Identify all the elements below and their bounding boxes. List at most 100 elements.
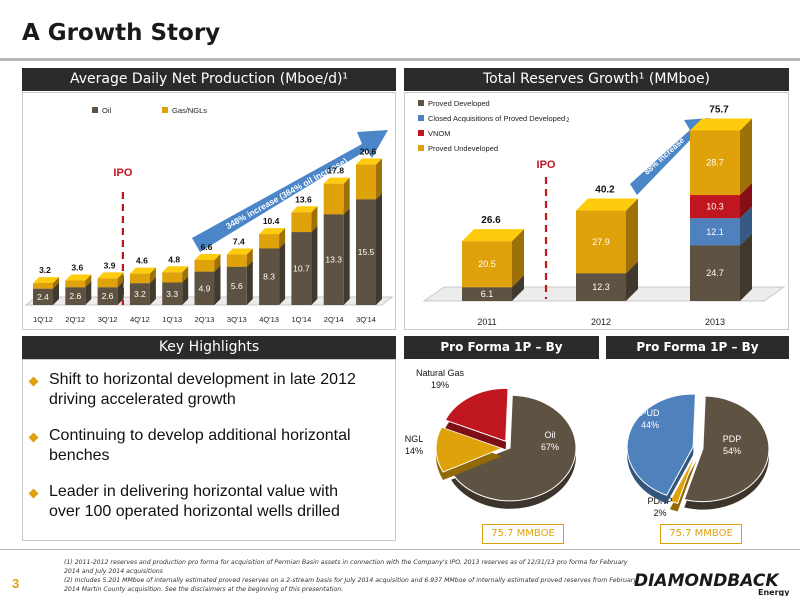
category-total-badge: 75.7 MMBOE (660, 524, 742, 544)
gas-bar-side (343, 177, 350, 215)
category-pie-chart: PDP 54% PDNP 2% PUD 44% (626, 393, 770, 518)
reserve-segment-side (740, 183, 752, 219)
gas-bar-side (117, 272, 124, 288)
oil-value-label: 3.3 (166, 289, 178, 299)
reserve-segment-side (512, 275, 524, 301)
segment-value-label: 10.3 (706, 202, 724, 212)
total-value-label: 6.6 (201, 242, 213, 252)
x-tick-label: 1Q'12 (33, 315, 53, 324)
footer-divider (0, 549, 800, 550)
gas-bar (291, 212, 312, 233)
oil-bar-side (246, 260, 253, 305)
reserve-segment (690, 245, 740, 301)
production-chart: IPO 348% increase (384% oil increase)2.43… (24, 106, 394, 324)
pie-slice-label: Oil (545, 430, 556, 440)
oil-bar-side (85, 281, 92, 305)
highlights-list: Shift to horizontal development in late … (28, 370, 360, 538)
oil-value-label: 15.5 (358, 247, 375, 257)
highlight-text: Shift to horizontal development in late … (49, 371, 356, 408)
reserve-segment-top (576, 198, 638, 211)
segment-value-label: 27.9 (592, 237, 610, 247)
gas-bar-side (279, 228, 286, 249)
oil-bar (323, 214, 344, 305)
oil-bar-side (214, 265, 221, 305)
commodity-pie-chart: Oil 67% NGL 14% Natural Gas 19% (405, 368, 577, 509)
total-value-label: 26.6 (481, 215, 501, 226)
total-value-label: 40.2 (595, 185, 615, 196)
commodity-header: Pro Forma 1P – By Commodity² (404, 336, 599, 377)
footnotes: (1) 2011-2012 reserves and production pr… (64, 558, 644, 594)
legend-label-oil: Oil (102, 106, 112, 115)
segment-value-label: 20.5 (478, 259, 496, 269)
reserve-segment (690, 130, 740, 196)
x-tick-label: 1Q'14 (292, 315, 312, 324)
legend-label: Proved Undeveloped (428, 144, 498, 153)
oil-bar (97, 287, 118, 305)
oil-bar-side (376, 193, 382, 305)
x-tick-label: 2Q'13 (195, 315, 215, 324)
gas-bar (97, 278, 118, 288)
x-tick-label: 3Q'12 (98, 315, 118, 324)
gas-bar-top (65, 274, 92, 281)
oil-bar-side (279, 242, 286, 305)
legend-footnote-marker: 2 (566, 118, 570, 124)
pie-slice-label: Natural Gas (416, 368, 465, 378)
segment-value-label: 28.7 (706, 158, 724, 168)
total-value-label: 13.6 (295, 194, 312, 204)
gas-bar-top (194, 254, 221, 260)
highlights-header: Key Highlights (22, 336, 396, 359)
pie-slice (669, 452, 697, 504)
reserve-segment-side (740, 206, 752, 246)
pie-slice-value: 54% (723, 446, 741, 456)
reserve-segment (462, 241, 512, 288)
reserve-segment-side (512, 229, 524, 288)
segment-value-label: 12.3 (592, 282, 610, 292)
pie-slice (683, 395, 770, 503)
legend-swatch (418, 100, 424, 106)
logo-wordmark: DIAMONDBACK (634, 571, 780, 591)
gas-bar-side (85, 274, 92, 288)
x-tick-label: 2011 (477, 317, 496, 327)
oil-bar (226, 266, 247, 305)
total-value-label: 7.4 (233, 237, 245, 247)
highlights-panel (22, 359, 396, 541)
legend-swatch-gas (162, 107, 168, 113)
legend-swatch (418, 130, 424, 136)
pie-slice-label: PDNP (647, 496, 672, 506)
oil-bar-side (117, 281, 124, 305)
pie-slice-value: 67% (541, 442, 559, 452)
ipo-label: IPO (113, 167, 132, 179)
total-value-label: 20.6 (360, 147, 377, 157)
oil-value-label: 5.6 (231, 281, 243, 291)
gas-bar-side (53, 277, 59, 289)
gas-bar-side (311, 206, 318, 233)
reserve-segment (690, 195, 740, 219)
gas-bar (129, 273, 150, 284)
oil-value-label: 3.2 (134, 289, 146, 299)
oil-value-label: 2.6 (102, 291, 114, 301)
pie-slice (444, 387, 509, 442)
x-tick-label: 2012 (591, 317, 611, 327)
pie-slice-label: PDP (723, 434, 742, 444)
gas-bar-top (356, 158, 382, 165)
oil-bar (194, 271, 215, 305)
gas-bar (65, 280, 86, 288)
pie-slice (435, 426, 504, 473)
x-tick-label: 1Q'13 (162, 315, 182, 324)
oil-bar (129, 283, 150, 305)
pie-slice-value: 14% (405, 446, 423, 456)
page-title: A Growth Story (22, 20, 221, 46)
oil-bar (291, 232, 312, 305)
oil-bar-side (53, 282, 59, 305)
reserves-header: Total Reserves Growth¹ (MMboe) (404, 68, 789, 91)
gas-bar (33, 283, 53, 289)
segment-value-label: 12.1 (706, 227, 724, 237)
highlight-text: Leader in delivering horizontal value wi… (49, 483, 340, 520)
oil-bar-side (343, 208, 350, 305)
gas-bar (356, 164, 376, 200)
legend-label-gas: Gas/NGLs (172, 106, 207, 115)
total-value-label: 4.8 (168, 254, 180, 264)
reserve-segment (576, 273, 626, 301)
total-value-label: 75.7 (709, 104, 729, 115)
segment-value-label: 24.7 (706, 268, 724, 278)
